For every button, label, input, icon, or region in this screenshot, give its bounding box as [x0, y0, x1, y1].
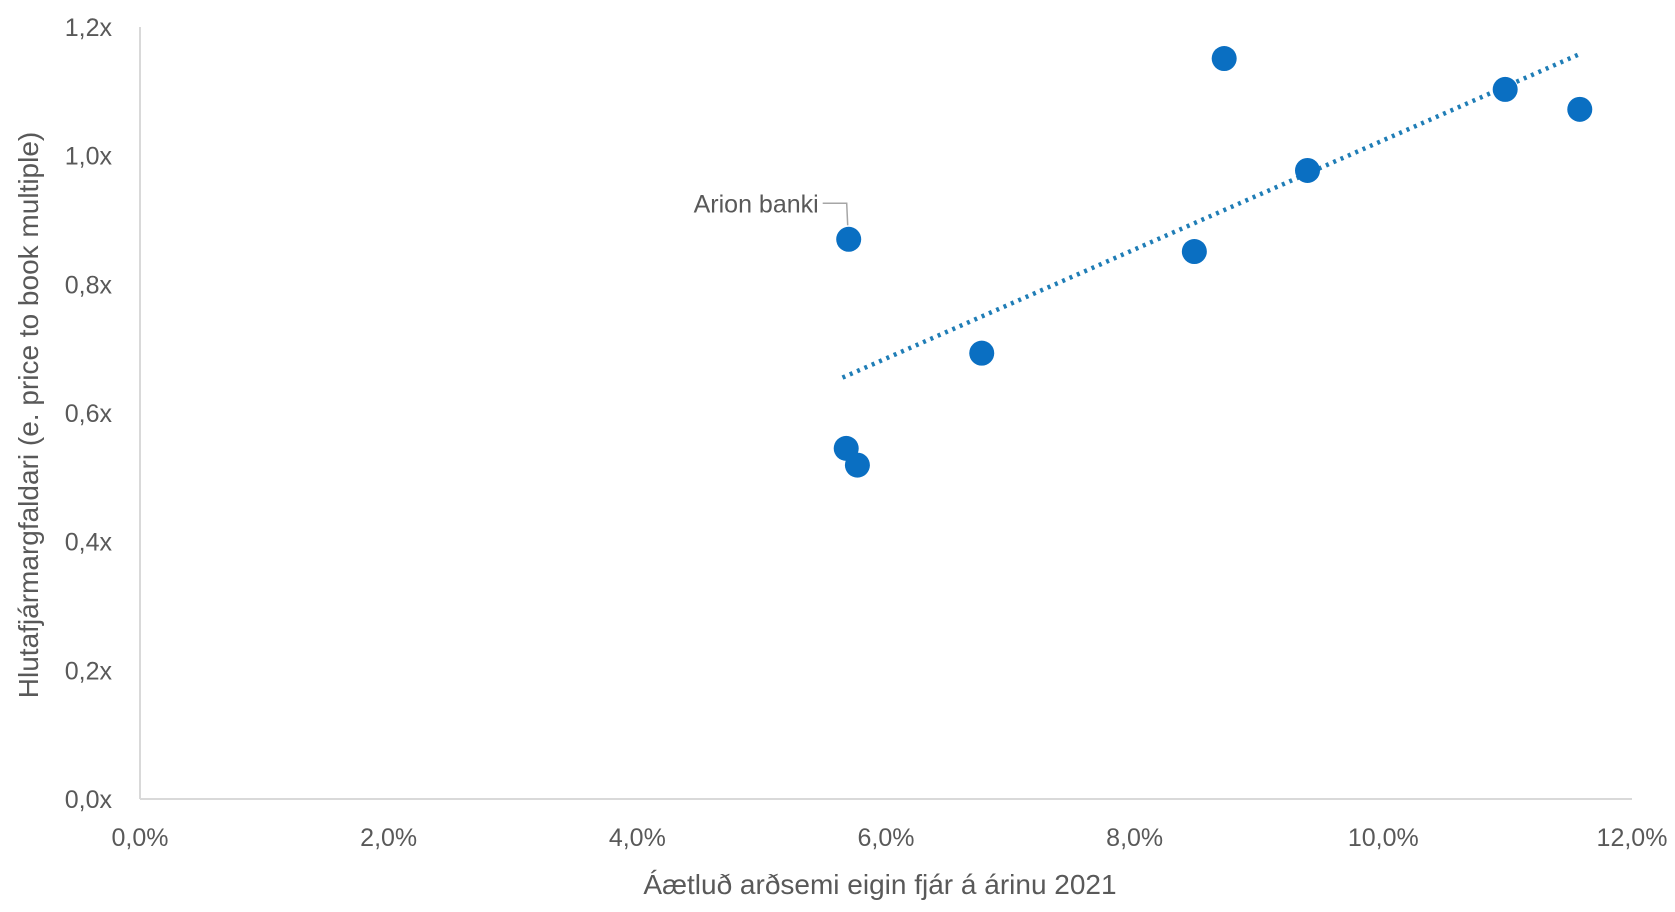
data-point — [844, 452, 870, 478]
axes: 0,0% 2,0% 4,0% 6,0% 8,0% 10,0% 12,0% 0,0x 0,2x 0,… — [65, 14, 1668, 852]
x-tick-label: 2,0% — [360, 824, 417, 852]
x-tick-label: 10,0% — [1348, 824, 1419, 852]
annotation-leader-line — [822, 202, 849, 226]
x-axis-title: Áætluð arðsemi eigin fjár á árinu 2021 — [643, 869, 1116, 900]
data-point — [1211, 46, 1237, 72]
x-tick-label: 6,0% — [858, 824, 915, 852]
x-tick-label: 4,0% — [609, 824, 666, 852]
trendline-layer — [841, 51, 1581, 380]
x-tick-label: 0,0% — [112, 824, 169, 852]
data-points — [833, 46, 1593, 478]
data-point — [1294, 157, 1320, 183]
y-tick-label: 0,6x — [65, 400, 113, 428]
y-tick-label: 0,8x — [65, 271, 113, 299]
data-point — [969, 340, 995, 366]
x-tick-label: 12,0% — [1597, 824, 1668, 852]
trendline — [841, 51, 1581, 380]
y-axis-title: Hlutafjármargfaldari (e. price to book m… — [13, 132, 44, 698]
point-annotation-label: Arion banki — [694, 190, 819, 218]
data-point — [1567, 96, 1593, 122]
x-tick-label: 8,0% — [1106, 824, 1163, 852]
data-point — [836, 226, 862, 252]
y-tick-label: 0,2x — [65, 657, 113, 685]
y-tick-label: 1,2x — [65, 14, 113, 42]
y-tick-label: 0,0x — [65, 786, 113, 814]
data-point — [1492, 76, 1518, 102]
y-tick-label: 1,0x — [65, 143, 113, 171]
data-labels: Arion banki — [694, 190, 849, 226]
y-tick-label: 0,4x — [65, 529, 113, 557]
data-point — [1181, 239, 1207, 265]
